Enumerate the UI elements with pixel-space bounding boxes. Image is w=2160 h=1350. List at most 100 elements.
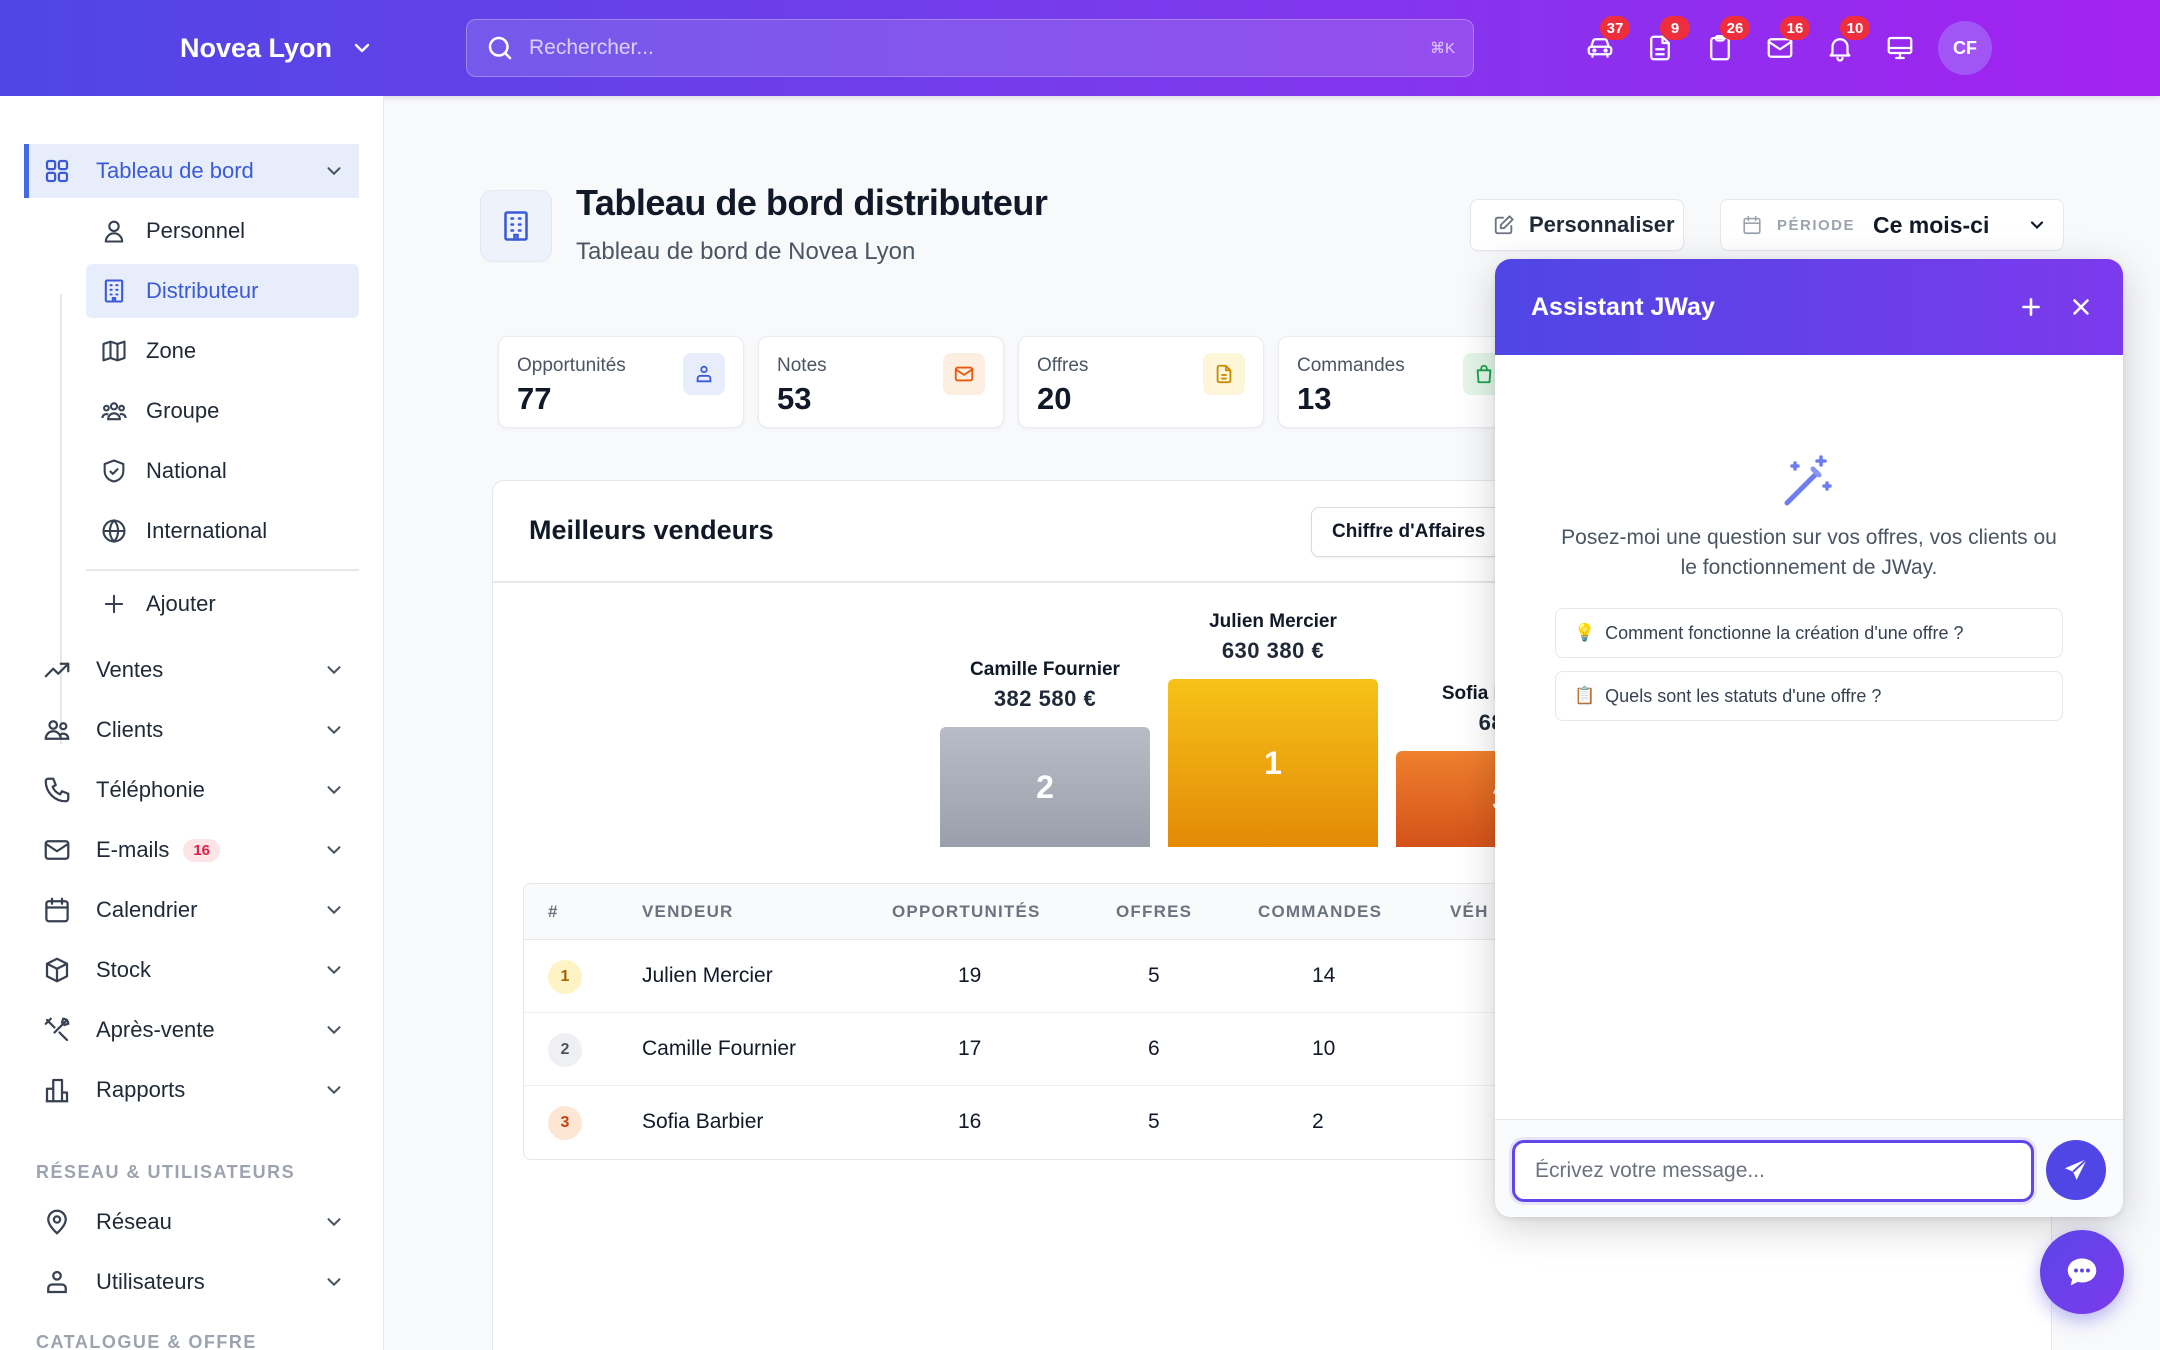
sidebar-item-personnel[interactable]: Personnel <box>86 204 359 258</box>
seller-name: Sofia Barbier <box>642 1110 764 1133</box>
sidebar-item-label: Stock <box>96 957 152 982</box>
seller-orders: 2 <box>1312 1110 1324 1133</box>
stat-value: 77 <box>517 381 552 416</box>
page-title: Tableau de bord distributeur <box>576 182 1048 223</box>
seller-name: Camille Fournier <box>642 1037 797 1060</box>
stat-card-notes[interactable]: Notes 53 <box>758 336 1004 428</box>
send-button[interactable] <box>2046 1140 2106 1200</box>
sidebar-item-groupe[interactable]: Groupe <box>86 384 359 438</box>
sidebar-item-telephonie[interactable]: Téléphonie <box>24 763 359 817</box>
new-chat-button[interactable] <box>2011 287 2051 327</box>
sidebar-item-label: Après-vente <box>96 1017 215 1042</box>
page-building-icon <box>480 190 552 262</box>
mail-badge: 16 <box>1780 16 1810 40</box>
sidebar-item-label: Distributeur <box>146 278 259 303</box>
report-icon <box>45 1078 69 1103</box>
sidebar-item-label: Téléphonie <box>96 777 205 802</box>
sidebar-item-clients[interactable]: Clients <box>24 703 359 757</box>
lightbulb-icon: 💡 <box>1574 623 1596 642</box>
brand-selector[interactable]: Novea Lyon <box>180 28 374 68</box>
assistant-title: Assistant JWay <box>1531 293 1715 321</box>
sidebar-item-distributeur[interactable]: Distributeur <box>86 264 359 318</box>
tasks-button[interactable]: 26 <box>1690 16 1750 72</box>
sidebar-item-ventes[interactable]: Ventes <box>24 643 359 697</box>
sidebar-item-label: International <box>146 518 268 543</box>
users-icon <box>683 353 725 395</box>
submenu-divider <box>86 569 359 571</box>
send-icon <box>2064 1158 2088 1180</box>
table-row[interactable]: 2 Camille Fournier 17 6 10 <box>524 1013 2022 1086</box>
phone-icon <box>44 777 70 803</box>
sidebar-item-apres-vente[interactable]: Après-vente <box>24 1003 359 1057</box>
sidebar-item-ajouter[interactable]: Ajouter <box>86 577 359 631</box>
seller-offers: 6 <box>1148 1037 1160 1060</box>
sidebar: Tableau de bord Personnel Distributeur Z… <box>0 96 384 1350</box>
chevron-down-icon <box>327 1086 341 1095</box>
documents-badge: 9 <box>1660 16 1690 40</box>
sidebar-item-zone[interactable]: Zone <box>86 324 359 378</box>
close-assistant-button[interactable] <box>2061 287 2101 327</box>
rank-badge: 1 <box>548 960 582 994</box>
stat-card-opportunites[interactable]: Opportunités 77 <box>498 336 744 428</box>
podium-bar-2: 2 <box>940 727 1150 847</box>
chevron-down-icon <box>327 726 341 735</box>
sidebar-item-international[interactable]: International <box>86 504 359 558</box>
stat-label: Opportunités <box>517 355 626 376</box>
vehicles-button[interactable]: 37 <box>1570 16 1630 72</box>
table-row[interactable]: 3 Sofia Barbier 16 5 2 <box>524 1086 2022 1159</box>
box-icon <box>45 957 69 983</box>
rank-badge: 3 <box>548 1106 582 1140</box>
display-button[interactable] <box>1870 24 1930 72</box>
chevron-down-icon <box>354 43 370 53</box>
sidebar-item-label: Ventes <box>96 657 164 682</box>
user-avatar[interactable]: CF <box>1938 21 1992 75</box>
page-subtitle: Tableau de bord de Novea Lyon <box>576 238 916 265</box>
mail-button[interactable]: 16 <box>1750 16 1810 72</box>
search-bar[interactable]: ⌘K <box>466 19 1474 77</box>
tab-chiffre-affaires[interactable]: Chiffre d'Affaires <box>1311 507 1507 557</box>
building-icon <box>104 279 124 303</box>
sidebar-item-stock[interactable]: Stock <box>24 943 359 997</box>
search-icon <box>488 36 512 60</box>
customize-button[interactable]: Personnaliser <box>1470 199 1684 251</box>
calendar-icon <box>1743 215 1761 235</box>
sidebar-item-label: Clients <box>96 717 164 742</box>
seller-offers: 5 <box>1148 964 1160 987</box>
notifications-button[interactable]: 10 <box>1810 16 1870 72</box>
brand-name: Novea Lyon <box>180 32 333 63</box>
table-row[interactable]: 1 Julien Mercier 19 5 14 <box>524 940 2022 1013</box>
plus-icon <box>104 594 124 614</box>
suggestion-button[interactable]: 📋 Quels sont les statuts d'une offre ? <box>1555 671 2063 721</box>
chat-icon <box>2067 1258 2097 1286</box>
chat-toggle-button[interactable] <box>2040 1230 2124 1314</box>
documents-button[interactable]: 9 <box>1630 16 1690 72</box>
sidebar-item-rapports[interactable]: Rapports <box>24 1063 359 1117</box>
column-header: # <box>548 902 559 921</box>
car-icon <box>1587 38 1613 58</box>
column-header: OPPORTUNITÉS <box>892 902 1041 921</box>
group-icon <box>101 402 127 421</box>
sidebar-item-label: National <box>146 458 227 483</box>
close-icon <box>2073 299 2089 315</box>
sidebar-item-dashboard[interactable]: Tableau de bord <box>24 144 359 198</box>
sidebar-item-national[interactable]: National <box>86 444 359 498</box>
panel-divider <box>493 581 2051 583</box>
stat-card-offres[interactable]: Offres 20 <box>1018 336 1264 428</box>
search-input[interactable] <box>529 36 1430 60</box>
chevron-down-icon <box>327 786 341 795</box>
stat-card-commandes[interactable]: Commandes 13 <box>1278 336 1524 428</box>
seller-orders: 14 <box>1312 964 1336 987</box>
sidebar-item-label: Tableau de bord <box>96 158 254 183</box>
seller-opportunities: 17 <box>958 1037 982 1060</box>
sidebar-item-calendrier[interactable]: Calendrier <box>24 883 359 937</box>
sidebar-item-label: Zone <box>146 338 197 363</box>
document-icon <box>1650 35 1670 61</box>
suggestion-button[interactable]: 💡 Comment fonctionne la création d'une o… <box>1555 608 2063 658</box>
sidebar-item-utilisateurs[interactable]: Utilisateurs <box>24 1255 359 1309</box>
stat-value: 20 <box>1037 381 1072 416</box>
sidebar-item-reseau[interactable]: Réseau <box>24 1195 359 1249</box>
assistant-message-input[interactable] <box>1512 1140 2034 1202</box>
period-select[interactable]: PÉRIODE Ce mois-ci <box>1720 199 2064 251</box>
mail-icon <box>1767 38 1793 58</box>
sidebar-item-emails[interactable]: E-mails 16 <box>24 823 359 877</box>
